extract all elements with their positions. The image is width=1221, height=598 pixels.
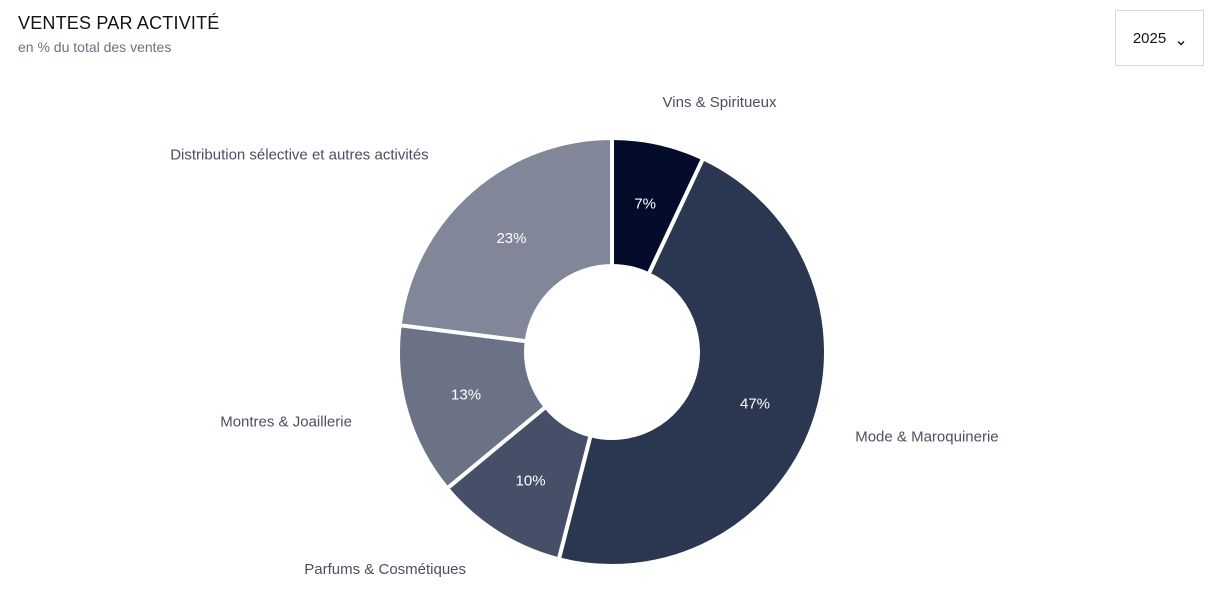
slice-category-label: Vins & Spiritueux: [663, 94, 777, 111]
chart-subtitle: en % du total des ventes: [18, 39, 172, 55]
slice-value-label: 10%: [516, 472, 546, 489]
year-select[interactable]: 2025: [1115, 10, 1204, 66]
slice-category-label: Montres & Joaillerie: [220, 414, 352, 431]
donut-slice-4[interactable]: [396, 322, 549, 492]
slice-value-label: 7%: [634, 196, 656, 213]
donut-slice-2[interactable]: [556, 155, 828, 568]
slice-category-label: Mode & Maroquinerie: [855, 429, 998, 446]
chart-title: VENTES PAR ACTIVITÉ: [18, 13, 220, 33]
donut-slice-3[interactable]: [444, 404, 594, 562]
donut-slice-5[interactable]: [397, 135, 614, 344]
chevron-down-icon: [1176, 34, 1186, 46]
slice-value-label: 47%: [740, 395, 770, 412]
year-select-value: 2025: [1132, 29, 1167, 47]
slice-value-label: 13%: [451, 386, 481, 403]
slice-category-label: Distribution sélective et autres activit…: [170, 146, 428, 163]
slice-category-label: Parfums & Cosmétiques: [304, 561, 466, 578]
chart-header: VENTES PAR ACTIVITÉ en % du total des ve…: [18, 12, 220, 56]
slice-value-label: 23%: [496, 230, 526, 247]
